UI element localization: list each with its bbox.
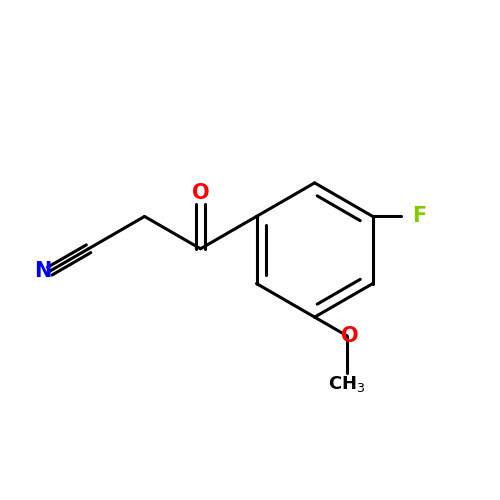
Text: CH$_3$: CH$_3$ <box>328 374 366 394</box>
Text: F: F <box>412 206 426 227</box>
Text: N: N <box>34 261 51 281</box>
Text: O: O <box>340 326 358 346</box>
Text: O: O <box>192 183 210 203</box>
